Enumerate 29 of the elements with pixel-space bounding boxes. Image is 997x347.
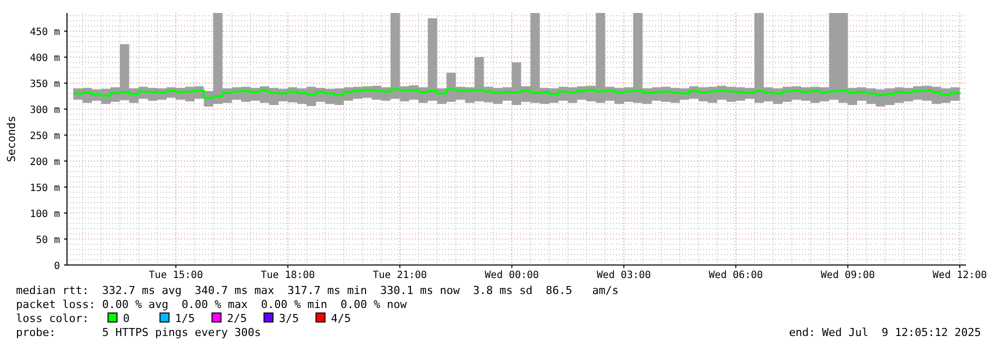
- x-tick-label: Tue 18:00: [260, 270, 315, 281]
- legend-label: 4/5: [331, 312, 351, 325]
- legend-label: 1/5: [175, 312, 195, 325]
- text: probe: 5 HTTPS pings every 300s: [16, 326, 262, 339]
- y-tick-label: 250 m: [30, 131, 60, 142]
- x-tick-label: Wed 03:00: [596, 270, 651, 281]
- x-tick-label: Tue 15:00: [148, 270, 203, 281]
- y-tick-label: 0: [54, 261, 60, 272]
- y-tick-label: 400 m: [30, 53, 60, 64]
- x-tick-label: Wed 00:00: [484, 270, 539, 281]
- text: packet loss: 0.00 % avg 0.00 % max 0.00 % min 0.00 % now: [16, 298, 408, 311]
- legend-label: 3/5: [279, 312, 299, 325]
- y-tick-label: 200 m: [30, 157, 60, 168]
- y-tick-label: 450 m: [30, 27, 60, 38]
- text: end: Wed Jul 9 12:05:12 2025: [788, 326, 981, 339]
- legend-label: 0: [123, 312, 130, 325]
- y-tick-label: 350 m: [30, 79, 60, 90]
- x-tick-label: Wed 12:00: [932, 270, 987, 281]
- legend-title: loss color:: [16, 312, 89, 325]
- y-axis-title: Seconds: [5, 116, 18, 162]
- text: median rtt: 332.7 ms avg 340.7 ms max 317.7 ms min 330.1 ms now 3.8 ms sd 86.5 am/s: [16, 284, 619, 297]
- x-tick-label: Wed 06:00: [708, 270, 763, 281]
- y-tick-label: 150 m: [30, 183, 60, 194]
- y-tick-label: 300 m: [30, 105, 60, 116]
- y-tick-label: 50 m: [36, 235, 60, 246]
- legend-label: 2/5: [227, 312, 247, 325]
- y-tick-label: 100 m: [30, 209, 60, 220]
- x-tick-label: Tue 21:00: [372, 270, 427, 281]
- x-tick-label: Wed 09:00: [820, 270, 875, 281]
